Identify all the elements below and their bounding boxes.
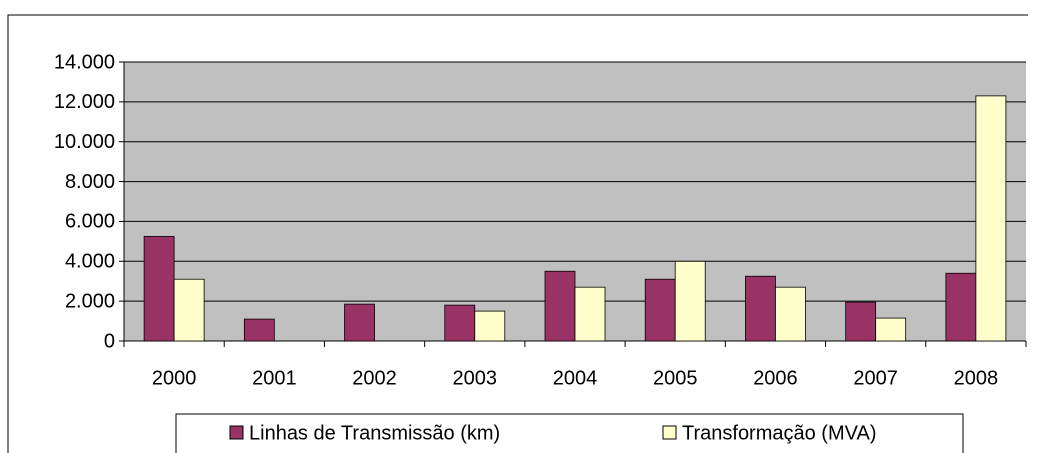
x-tick-label: 2001 — [252, 367, 297, 389]
bar — [344, 303, 375, 342]
x-tick-label: 2004 — [553, 367, 598, 389]
legend-swatch — [229, 425, 244, 440]
y-tick-label: 2.000 — [65, 290, 115, 312]
y-tick-label: 10.000 — [54, 131, 115, 153]
y-tick-label: 0 — [104, 330, 115, 352]
x-tick-label: 2006 — [753, 367, 798, 389]
bar — [845, 301, 877, 342]
y-tick-label: 12.000 — [54, 91, 115, 113]
bar — [745, 275, 776, 342]
x-tick-label: 2005 — [653, 367, 698, 389]
x-tick-label: 2007 — [853, 367, 898, 389]
x-tick-label: 2000 — [152, 367, 197, 389]
x-tick-label: 2002 — [352, 367, 397, 389]
bar — [975, 95, 1007, 342]
legend-swatch — [662, 425, 677, 440]
chart-frame — [7, 14, 1028, 453]
bar — [173, 278, 205, 342]
y-tick-label: 4.000 — [65, 251, 115, 273]
legend-label: Transformação (MVA) — [682, 422, 876, 444]
bar — [544, 270, 576, 342]
bar — [143, 235, 175, 342]
bar — [243, 318, 275, 342]
bar — [474, 310, 506, 342]
legend-label: Linhas de Transmissão (km) — [249, 422, 500, 444]
bar — [775, 286, 806, 342]
bar — [444, 304, 476, 342]
bar — [574, 286, 606, 342]
y-tick-label: 6.000 — [65, 211, 115, 233]
bar — [644, 278, 676, 342]
y-tick-label: 8.000 — [65, 171, 115, 193]
x-tick-label: 2003 — [453, 367, 498, 389]
y-tick-label: 14.000 — [54, 51, 115, 73]
x-tick-label: 2008 — [954, 367, 999, 389]
bar — [875, 317, 907, 342]
bar — [674, 260, 706, 342]
legend-box — [175, 413, 964, 453]
bar — [945, 272, 977, 342]
